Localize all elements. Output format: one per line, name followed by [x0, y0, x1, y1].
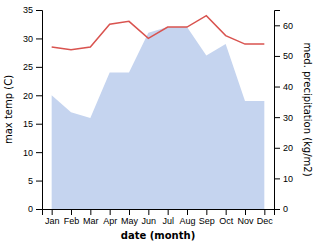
- axis-line: [275, 11, 281, 210]
- tick: Nov: [237, 209, 254, 226]
- tick: 0: [28, 204, 42, 214]
- tick-mark: [226, 209, 227, 215]
- tick-mark: [36, 67, 42, 68]
- y2-axis: 0 10 20 30 40 50 60: [274, 11, 293, 215]
- tick: 60: [274, 21, 293, 31]
- y-axis: 0 5 10 15 20 25 30 35: [23, 5, 43, 214]
- tick-mark: [36, 95, 42, 96]
- tick: Mar: [83, 209, 99, 226]
- tick: 35: [23, 5, 42, 15]
- tick: May: [121, 209, 139, 226]
- tick-mark: [110, 209, 111, 215]
- plot-root: Jan FebMar Apr MayJun Jul Aug Sep OctNovDec 0 5 10…: [3, 5, 313, 241]
- chart: Jan FebMar Apr MayJun Jul Aug Sep OctNovDec 0 5 10…: [0, 0, 318, 247]
- tick-label: Apr: [103, 216, 117, 226]
- tick-mark: [36, 38, 42, 39]
- tick-label: Jan: [45, 216, 60, 226]
- tick-mark: [245, 209, 246, 215]
- tick: Aug: [179, 209, 195, 226]
- tick-mark: [148, 209, 149, 215]
- tick-mark: [36, 124, 42, 125]
- tick-label: 0: [283, 204, 288, 214]
- tick-label: 20: [23, 91, 33, 101]
- tick-label: Aug: [179, 216, 195, 226]
- tick: 40: [274, 82, 293, 92]
- tick-label: May: [121, 216, 139, 226]
- x-axis-title: date (month): [121, 230, 195, 241]
- tick: Jun: [142, 209, 157, 226]
- tick-label: 25: [23, 62, 33, 72]
- tick-mark: [168, 209, 169, 215]
- tick: 15: [23, 119, 42, 129]
- tick: 5: [28, 176, 42, 186]
- tick: 30: [23, 34, 42, 44]
- tick: 20: [274, 143, 293, 153]
- y-axis-title: max temp (C): [3, 75, 14, 144]
- tick: 30: [274, 113, 293, 123]
- temperature-line: [52, 16, 265, 50]
- tick-mark: [274, 25, 280, 26]
- tick-mark: [52, 209, 53, 215]
- tick-label: Nov: [237, 216, 254, 226]
- tick-mark: [264, 209, 265, 215]
- tick-mark: [274, 209, 280, 210]
- tick-mark: [36, 152, 42, 153]
- tick-label: Feb: [64, 216, 80, 226]
- precipitation-area: [52, 27, 265, 209]
- tick: Feb: [64, 209, 80, 226]
- tick-label: 35: [23, 5, 33, 15]
- tick: 20: [23, 91, 42, 101]
- tick-mark: [129, 209, 130, 215]
- tick-mark: [187, 209, 188, 215]
- tick-label: 20: [283, 143, 293, 153]
- tick: Dec: [257, 209, 274, 226]
- plot-area: [52, 16, 265, 209]
- tick-label: Jul: [162, 216, 174, 226]
- tick-label: Jun: [142, 216, 157, 226]
- tick: 50: [274, 51, 293, 61]
- tick-label: 50: [283, 51, 293, 61]
- tick-label: 10: [283, 174, 293, 184]
- tick-mark: [36, 209, 42, 210]
- tick: 0: [274, 204, 288, 214]
- tick-mark: [71, 209, 72, 215]
- axis-line: [43, 210, 275, 216]
- tick-mark: [36, 181, 42, 182]
- tick-label: 60: [283, 21, 293, 31]
- tick-mark: [274, 117, 280, 118]
- tick-label: 5: [28, 176, 33, 186]
- tick-mark: [274, 178, 280, 179]
- tick: 10: [23, 148, 42, 158]
- tick-mark: [206, 209, 207, 215]
- tick-mark: [36, 10, 42, 11]
- y2-axis-title: med. precipitation (kg/m2): [302, 42, 313, 176]
- tick-label: 30: [23, 34, 33, 44]
- tick-label: 30: [283, 113, 293, 123]
- tick-mark: [274, 148, 280, 149]
- tick-label: 15: [23, 119, 33, 129]
- tick: Jul: [162, 209, 174, 226]
- tick-mark: [274, 87, 280, 88]
- tick-label: Sep: [199, 216, 215, 226]
- axis-line: [36, 11, 43, 210]
- tick-label: 40: [283, 82, 293, 92]
- tick-label: 10: [23, 148, 33, 158]
- tick-label: 0: [28, 204, 33, 214]
- tick: Jan: [45, 209, 60, 226]
- tick-label: Dec: [257, 216, 274, 226]
- x-axis: Jan FebMar Apr MayJun Jul Aug Sep OctNovDec: [43, 209, 275, 226]
- tick-label: Mar: [83, 216, 99, 226]
- tick-mark: [90, 209, 91, 215]
- tick: Sep: [199, 209, 215, 226]
- tick: Oct: [219, 209, 234, 226]
- tick-label: Oct: [219, 216, 234, 226]
- tick: 10: [274, 174, 293, 184]
- tick-mark: [274, 56, 280, 57]
- tick: Apr: [103, 209, 117, 226]
- tick: 25: [23, 62, 42, 72]
